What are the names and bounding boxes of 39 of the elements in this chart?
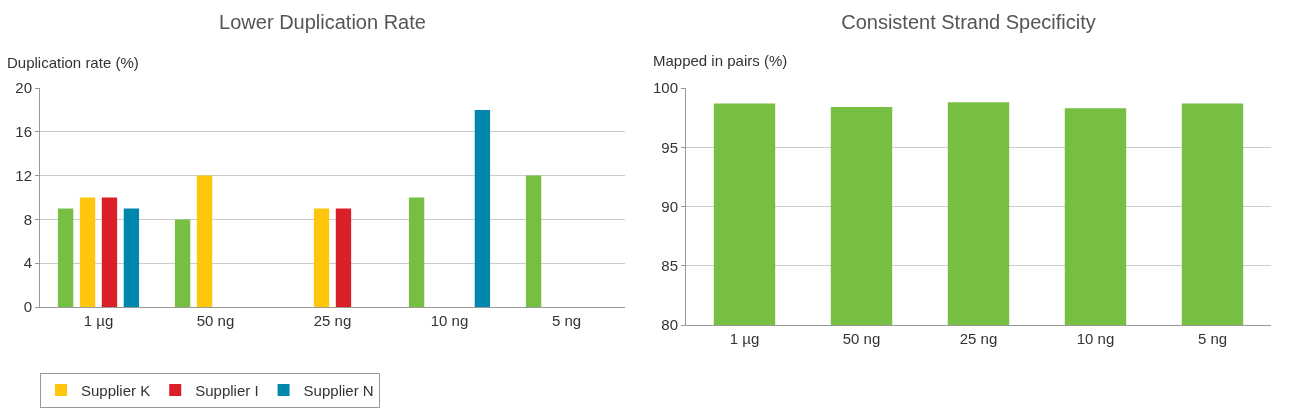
bar	[196, 175, 213, 307]
y-tick-label: 95	[661, 138, 678, 156]
y-tick-label: 85	[661, 257, 678, 274]
bar	[174, 219, 191, 307]
y-tick-label: 20	[15, 79, 32, 97]
bar	[101, 197, 118, 307]
bar	[335, 208, 352, 307]
x-tick-label: 25 ng	[313, 312, 352, 329]
bar	[57, 208, 74, 307]
y-tick-label: 0	[23, 298, 32, 316]
chart-title: Consistent Strand Specificity	[841, 10, 1096, 33]
y-axis-title: Mapped in pairs (%)	[653, 52, 788, 69]
y-tick-label: 100	[652, 79, 678, 97]
x-tick-label: 10 ng	[430, 312, 469, 329]
legend-label: Supplier I	[195, 381, 259, 399]
chart-title: Lower Duplication Rate	[219, 10, 426, 33]
y-tick-label: 90	[661, 197, 678, 215]
x-tick-label: 10 ng	[1076, 330, 1115, 347]
x-tick-label: 5 ng	[551, 312, 582, 329]
y-tick-label: 4	[23, 254, 32, 272]
y-tick-label: 12	[15, 166, 32, 184]
bar	[313, 208, 330, 307]
bar	[408, 197, 425, 307]
bar	[525, 175, 542, 307]
y-tick-label: 80	[661, 316, 678, 334]
x-tick-label: 25 ng	[959, 330, 998, 347]
x-tick-label: 50 ng	[196, 312, 235, 329]
y-tick-label: 16	[15, 123, 32, 141]
y-axis-title: Duplication rate (%)	[7, 54, 139, 71]
bar	[123, 208, 140, 307]
x-tick-label: 50 ng	[842, 330, 881, 347]
legend-label: Supplier N	[303, 381, 374, 399]
x-tick-label: 1 µg	[83, 312, 114, 329]
x-tick-label: 5 ng	[1197, 330, 1228, 347]
x-tick-label: 1 µg	[729, 330, 760, 347]
y-tick-label: 8	[23, 210, 32, 228]
bar	[79, 197, 96, 307]
bar	[474, 109, 491, 307]
legend-label: Supplier K	[81, 381, 151, 399]
